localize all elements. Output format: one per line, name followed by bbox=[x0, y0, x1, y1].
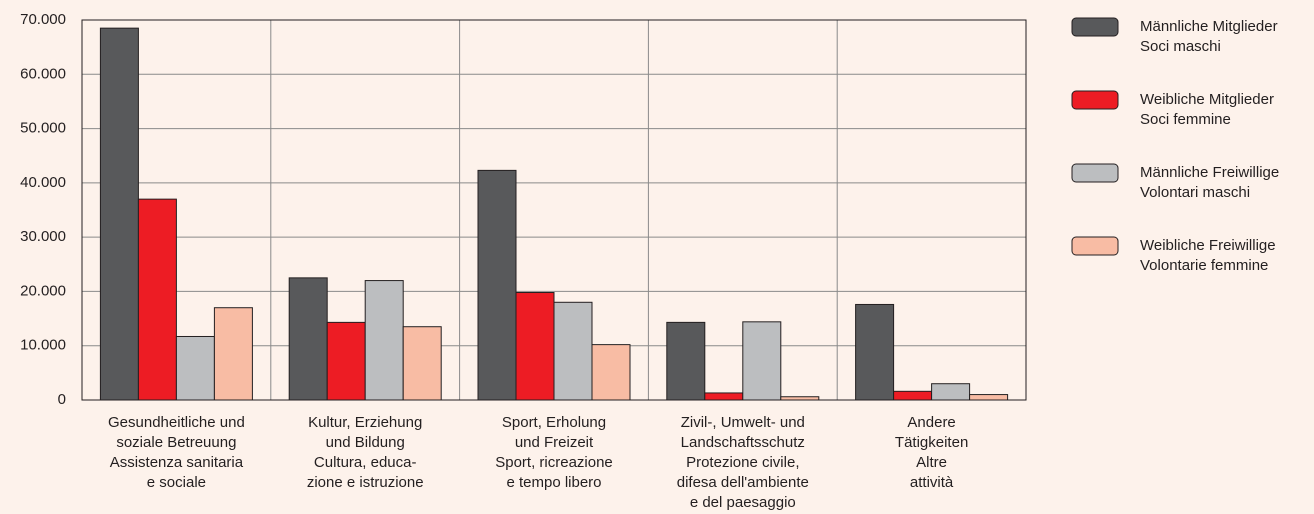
y-tick-label: 60.000 bbox=[20, 65, 66, 82]
y-tick-label: 70.000 bbox=[20, 11, 66, 28]
bar bbox=[553, 301, 593, 401]
bar bbox=[364, 280, 404, 401]
bar bbox=[99, 27, 139, 401]
bar bbox=[175, 335, 215, 401]
legend-label: Männliche Freiwillige bbox=[1140, 164, 1279, 181]
legend-label: Soci femmine bbox=[1140, 111, 1231, 128]
x-tick-label: attività bbox=[910, 474, 954, 491]
legend-label: Soci maschi bbox=[1140, 38, 1221, 55]
legend-swatch bbox=[1071, 17, 1119, 37]
legend-label: Volontarie femmine bbox=[1140, 257, 1268, 274]
legend-swatch bbox=[1071, 90, 1119, 110]
y-tick-label: 0 bbox=[58, 391, 66, 408]
x-tick-label: Assistenza sanitaria bbox=[110, 454, 244, 471]
x-tick-label: e del paesaggio bbox=[690, 494, 796, 511]
bar bbox=[780, 396, 820, 401]
x-tick-label: Gesundheitliche und bbox=[108, 414, 245, 431]
x-tick-label: Protezione civile, bbox=[686, 454, 799, 471]
x-tick-label: difesa dell'ambiente bbox=[677, 474, 809, 491]
legend-label: Männliche Mitglieder bbox=[1140, 18, 1278, 35]
bar bbox=[213, 307, 253, 401]
x-tick-label: Cultura, educa- bbox=[314, 454, 417, 471]
legend-label: Volontari maschi bbox=[1140, 184, 1250, 201]
y-tick-label: 10.000 bbox=[20, 337, 66, 354]
bar bbox=[288, 277, 328, 401]
x-tick-label: und Bildung bbox=[326, 434, 405, 451]
bar bbox=[402, 326, 442, 401]
x-tick-label: Landschaftsschutz bbox=[681, 434, 805, 451]
x-tick-label: Kultur, Erziehung bbox=[308, 414, 422, 431]
bar bbox=[704, 392, 744, 401]
bar bbox=[477, 169, 517, 401]
y-tick-label: 50.000 bbox=[20, 120, 66, 137]
bar bbox=[969, 394, 1009, 401]
bar bbox=[855, 303, 895, 401]
x-tick-label: Sport, Erholung bbox=[502, 414, 606, 431]
y-tick-label: 30.000 bbox=[20, 228, 66, 245]
x-tick-label: zione e istruzione bbox=[307, 474, 424, 491]
legend-swatch bbox=[1071, 163, 1119, 183]
legend-label: Weibliche Mitglieder bbox=[1140, 91, 1274, 108]
x-tick-label: und Freizeit bbox=[515, 434, 594, 451]
x-tick-label: Zivil-, Umwelt- und bbox=[681, 414, 805, 431]
legend-label: Weibliche Freiwillige bbox=[1140, 237, 1276, 254]
bar bbox=[515, 292, 555, 401]
y-tick-label: 20.000 bbox=[20, 282, 66, 299]
x-tick-label: Sport, ricreazione bbox=[495, 454, 613, 471]
legend-swatch bbox=[1071, 236, 1119, 256]
x-tick-label: Tätigkeiten bbox=[895, 434, 968, 451]
bar bbox=[326, 321, 366, 401]
bar bbox=[591, 344, 631, 401]
bar bbox=[742, 321, 782, 401]
x-tick-label: soziale Betreuung bbox=[116, 434, 236, 451]
x-tick-label: e tempo libero bbox=[506, 474, 601, 491]
bar bbox=[931, 383, 971, 401]
y-tick-label: 40.000 bbox=[20, 174, 66, 191]
x-tick-label: Andere bbox=[907, 414, 955, 431]
x-tick-label: Altre bbox=[916, 454, 947, 471]
bar bbox=[893, 390, 933, 401]
bar bbox=[137, 198, 177, 401]
x-tick-label: e sociale bbox=[147, 474, 206, 491]
bar bbox=[666, 321, 706, 401]
